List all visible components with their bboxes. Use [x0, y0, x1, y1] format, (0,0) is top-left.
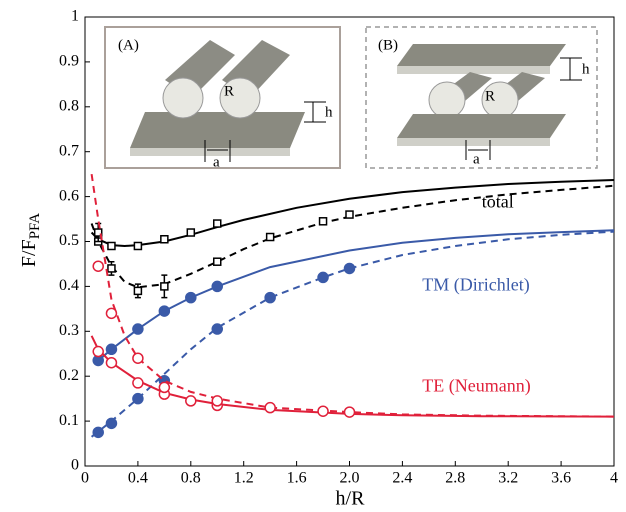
x-tick-label: 2.4: [392, 470, 412, 487]
y-tick-label: 0.2: [59, 367, 79, 384]
marker: [134, 287, 141, 294]
y-tick-label: 0.3: [59, 322, 79, 339]
marker: [133, 324, 143, 334]
marker: [133, 378, 143, 388]
marker: [318, 272, 328, 282]
marker: [106, 344, 116, 354]
marker: [187, 229, 194, 236]
marker: [93, 261, 103, 271]
marker: [133, 394, 143, 404]
y-axis-label-sub: PFA: [27, 213, 43, 240]
marker: [93, 347, 103, 357]
inset-offset: a: [473, 151, 480, 167]
marker: [134, 242, 141, 249]
marker: [159, 306, 169, 316]
marker: [108, 265, 115, 272]
marker: [106, 358, 116, 368]
marker: [265, 403, 275, 413]
y-tick-label: 0.7: [59, 142, 79, 159]
marker: [345, 407, 355, 417]
inset-b: [366, 27, 597, 168]
inset-a: [105, 27, 340, 168]
x-axis-label: h/R: [336, 488, 366, 510]
y-tick-label: 0: [71, 457, 79, 474]
annotation: TM (Dirichlet): [422, 275, 529, 296]
x-tick-label: 3.6: [551, 470, 571, 487]
inset-label: (B): [378, 37, 398, 53]
inset-gap: h: [325, 104, 333, 120]
marker: [346, 211, 353, 218]
y-axis-label-main: F/F: [18, 239, 40, 267]
marker: [106, 308, 116, 318]
marker: [133, 353, 143, 363]
marker: [186, 396, 196, 406]
marker: [265, 293, 275, 303]
annotation: total: [482, 191, 514, 211]
inset-radius: R: [485, 88, 495, 104]
annotation: TE (Neumann): [422, 376, 530, 397]
marker: [212, 281, 222, 291]
marker: [159, 382, 169, 392]
y-axis-label: F/FPFA: [18, 213, 44, 267]
series-line: [92, 232, 614, 437]
marker: [214, 220, 221, 227]
y-tick-label: 1: [71, 8, 79, 25]
marker: [212, 324, 222, 334]
y-tick-label: 0.6: [59, 187, 79, 204]
series-line: [92, 336, 614, 417]
marker: [108, 242, 115, 249]
y-tick-label: 0.8: [59, 97, 79, 114]
marker: [161, 236, 168, 243]
marker: [345, 263, 355, 273]
marker: [161, 283, 168, 290]
inset-radius: R: [224, 83, 234, 99]
chart: (A) R h a (B) R h a h/R F/FPFA 0 0.4 0.8 1.…: [0, 0, 626, 512]
series-line: [96, 230, 614, 362]
x-tick-label: 2.8: [445, 470, 465, 487]
x-tick-label: 0.4: [128, 470, 148, 487]
x-tick-label: 1.2: [234, 470, 254, 487]
marker: [318, 406, 328, 416]
inset-gap: h: [582, 61, 590, 77]
y-tick-label: 0.1: [59, 412, 79, 429]
marker: [320, 218, 327, 225]
inset-offset: a: [213, 154, 220, 170]
marker: [267, 234, 274, 241]
x-tick-label: 2.0: [340, 470, 360, 487]
x-tick-label: 1.6: [287, 470, 307, 487]
y-tick-label: 0.5: [59, 232, 79, 249]
x-tick-label: 0.8: [181, 470, 201, 487]
x-tick-label: 0: [81, 470, 89, 487]
inset-label: (A): [118, 37, 139, 53]
marker: [93, 427, 103, 437]
marker: [106, 418, 116, 428]
y-tick-label: 0.9: [59, 53, 79, 70]
marker: [186, 293, 196, 303]
marker: [214, 258, 221, 265]
x-tick-label: 3.2: [498, 470, 518, 487]
y-tick-label: 0.4: [59, 277, 79, 294]
marker: [212, 396, 222, 406]
x-tick-label: 4: [610, 470, 618, 487]
